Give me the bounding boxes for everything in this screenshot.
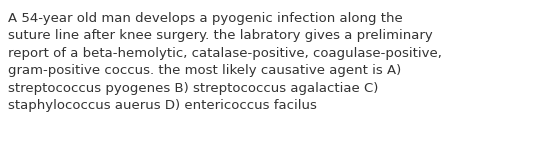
Text: A 54-year old man develops a pyogenic infection along the
suture line after knee: A 54-year old man develops a pyogenic in… — [8, 12, 442, 112]
